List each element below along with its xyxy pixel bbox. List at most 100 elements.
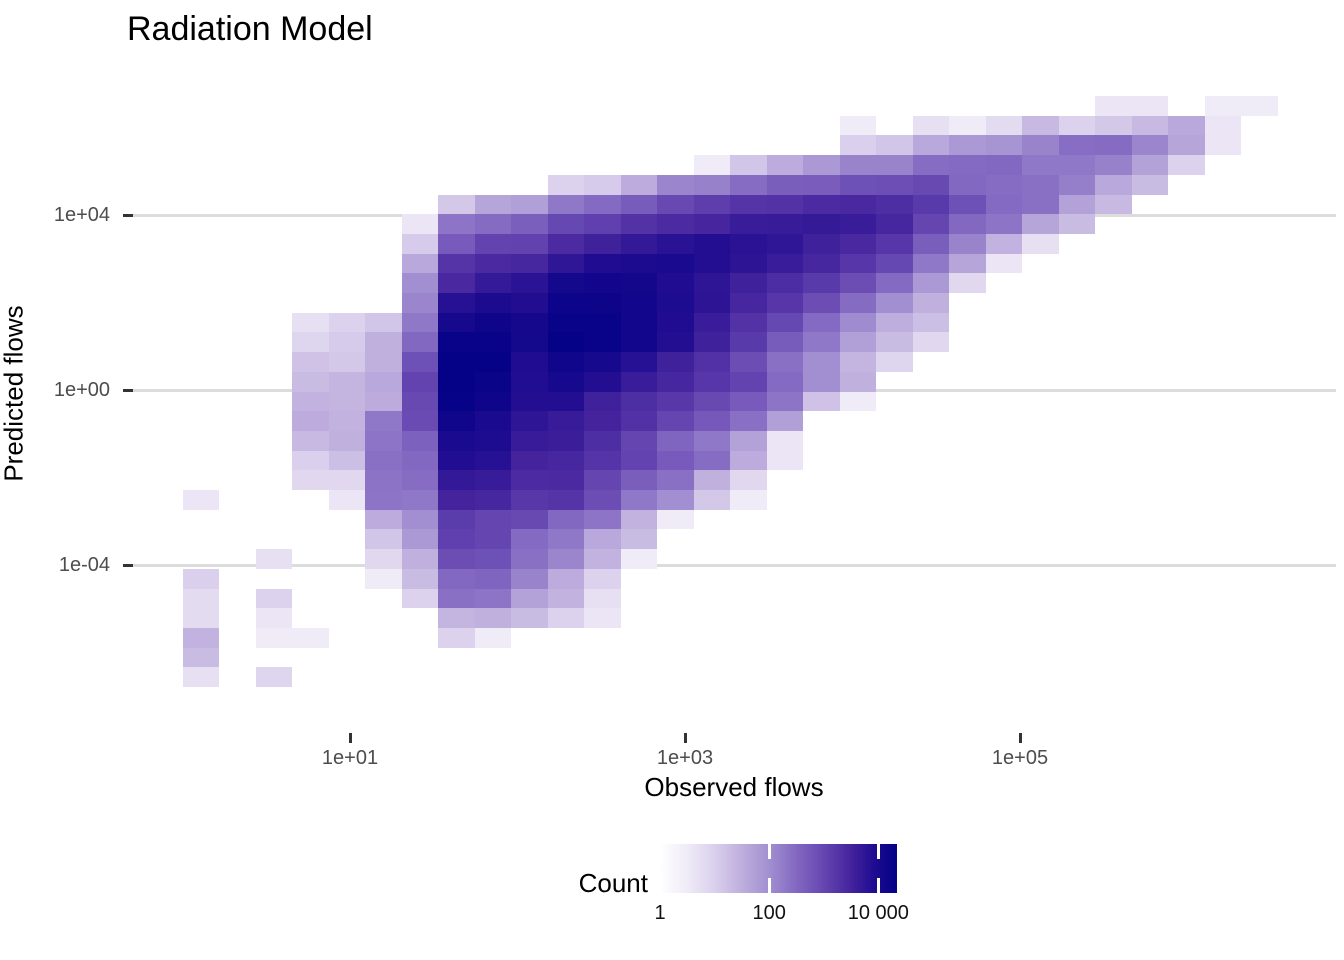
heatmap-cell	[365, 352, 402, 372]
heatmap-cell	[876, 175, 913, 195]
heatmap-cell	[767, 332, 803, 352]
heatmap-cell	[730, 313, 767, 332]
heatmap-cell	[1022, 214, 1059, 234]
heatmap-cell	[292, 352, 329, 372]
heatmap-cell	[292, 313, 329, 332]
heatmap-cell	[475, 529, 511, 549]
heatmap-cell	[803, 352, 840, 372]
heatmap-cell	[256, 628, 292, 648]
heatmap-cell	[803, 234, 840, 254]
heatmap-cell	[256, 608, 292, 628]
heatmap-cell	[511, 470, 548, 490]
heatmap-cell	[402, 234, 438, 254]
heatmap-cell	[548, 352, 584, 372]
heatmap-cell	[730, 273, 767, 293]
heatmap-cell	[584, 352, 621, 372]
heatmap-cell	[402, 214, 438, 234]
heatmap-cell	[694, 293, 730, 313]
heatmap-cell	[1241, 96, 1278, 116]
heatmap-cell	[1132, 155, 1168, 175]
heatmap-cell	[730, 352, 767, 372]
heatmap-cell	[511, 234, 548, 254]
heatmap-cell	[475, 569, 511, 589]
heatmap-cell	[730, 195, 767, 214]
legend-tick-label: 1	[654, 902, 666, 924]
heatmap-cell	[438, 293, 475, 313]
heatmap-cell	[365, 490, 402, 510]
heatmap-cell	[584, 510, 621, 529]
heatmap-cell	[475, 411, 511, 431]
heatmap-cell	[511, 510, 548, 529]
heatmap-cell	[402, 470, 438, 490]
heatmap-cell	[548, 175, 584, 195]
heatmap-cell	[621, 273, 657, 293]
heatmap-cell	[767, 431, 803, 451]
heatmap-cell	[840, 116, 876, 135]
heatmap-cell	[1095, 175, 1132, 195]
y-tick-mark	[123, 214, 133, 217]
heatmap-cell	[730, 155, 767, 175]
heatmap-cell	[803, 195, 840, 214]
heatmap-cell	[621, 470, 657, 490]
heatmap-cell	[657, 411, 694, 431]
heatmap-cell	[292, 372, 329, 392]
heatmap-cell	[949, 234, 986, 254]
legend-tick-label: 10 000	[847, 902, 909, 924]
y-tick-label: 1e+04	[53, 204, 110, 226]
heatmap-cell	[913, 273, 949, 293]
heatmap-cell	[548, 431, 584, 451]
heatmap-cell	[365, 549, 402, 569]
heatmap-cell	[438, 510, 475, 529]
heatmap-cell	[475, 608, 511, 628]
heatmap-cell	[329, 332, 365, 352]
heatmap-cell	[511, 195, 548, 214]
heatmap-cell	[803, 273, 840, 293]
legend-tick-top	[767, 844, 771, 859]
heatmap-cell	[840, 214, 876, 234]
heatmap-cell	[548, 569, 584, 589]
heatmap-cell	[365, 431, 402, 451]
heatmap-cell	[475, 451, 511, 470]
heatmap-cell	[1059, 135, 1095, 155]
heatmap-cell	[1132, 175, 1168, 195]
heatmap-cell	[548, 589, 584, 608]
heatmap-cell	[511, 372, 548, 392]
heatmap-cell	[475, 392, 511, 411]
heatmap-cell	[475, 273, 511, 293]
heatmap-cell	[548, 332, 584, 352]
heatmap-cell	[584, 273, 621, 293]
heatmap-cell	[511, 451, 548, 470]
heatmap-cell	[986, 195, 1022, 214]
heatmap-cell	[584, 608, 621, 628]
heatmap-cell	[657, 293, 694, 313]
heatmap-cell	[949, 214, 986, 234]
heatmap-cell	[183, 589, 219, 608]
heatmap-cell	[1022, 116, 1059, 135]
heatmap-cell	[840, 234, 876, 254]
heatmap-cell	[584, 549, 621, 569]
heatmap-cell	[329, 392, 365, 411]
heatmap-cell	[548, 510, 584, 529]
heatmap-cell	[548, 549, 584, 569]
heatmap-cell	[621, 352, 657, 372]
x-tick-mark	[684, 733, 687, 743]
heatmap-cell	[694, 254, 730, 273]
heatmap-cell	[876, 234, 913, 254]
heatmap-cell	[621, 392, 657, 411]
heatmap-cell	[1205, 135, 1241, 155]
heatmap-cell	[548, 608, 584, 628]
heatmap-cell	[584, 569, 621, 589]
heatmap-cell	[657, 273, 694, 293]
heatmap-cell	[475, 549, 511, 569]
heatmap-cell	[913, 135, 949, 155]
heatmap-cell	[876, 332, 913, 352]
heatmap-cell	[402, 549, 438, 569]
heatmap-cell	[767, 214, 803, 234]
heatmap-cell	[584, 470, 621, 490]
heatmap-cell	[949, 254, 986, 273]
heatmap-cell	[475, 254, 511, 273]
heatmap-cell	[767, 273, 803, 293]
heatmap-cell	[475, 352, 511, 372]
heatmap-cell	[767, 195, 803, 214]
x-tick-mark	[349, 733, 352, 743]
